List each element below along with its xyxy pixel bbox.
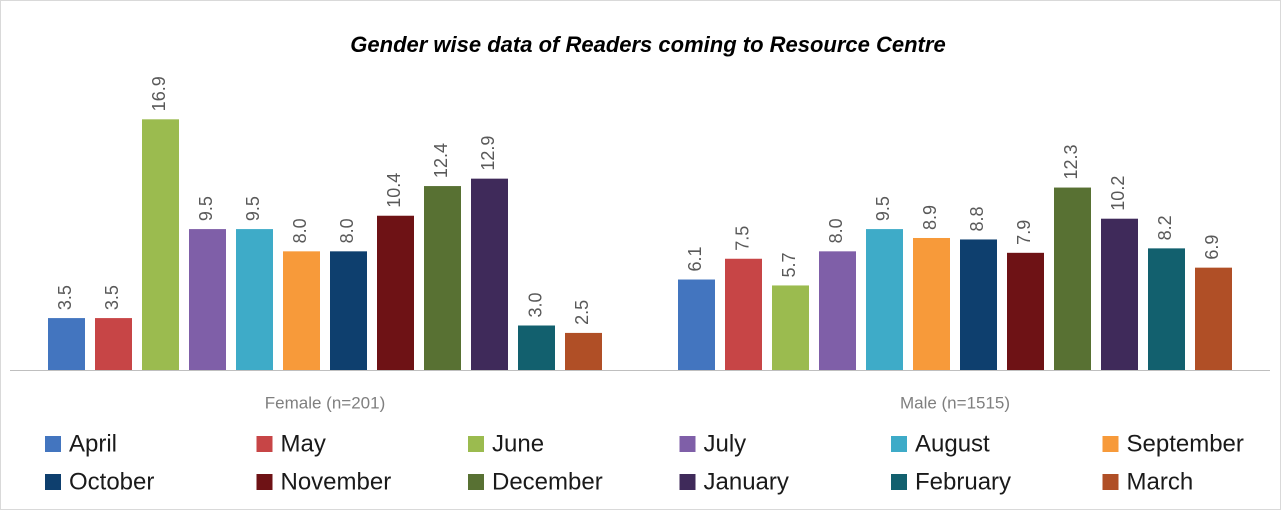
bar — [377, 215, 414, 370]
bar — [678, 279, 715, 370]
data-label: 10.2 — [1108, 176, 1128, 211]
data-label: 3.0 — [525, 292, 545, 317]
data-label: 16.9 — [149, 76, 169, 111]
legend-label: November — [281, 468, 392, 495]
bar — [819, 251, 856, 370]
data-label: 8.9 — [920, 205, 940, 230]
legend-swatch — [679, 436, 696, 452]
legend-label: May — [281, 430, 326, 457]
data-label: 9.5 — [873, 196, 893, 221]
bar — [1101, 218, 1138, 370]
legend-swatch — [256, 474, 273, 490]
data-label: 9.5 — [243, 196, 263, 221]
legend-label: October — [69, 468, 154, 495]
bar — [283, 251, 320, 370]
legend-label: June — [492, 430, 544, 457]
data-label: 3.5 — [55, 285, 75, 310]
data-label: 12.3 — [1061, 145, 1081, 180]
legend-swatch — [891, 436, 907, 452]
legend-swatch — [468, 474, 484, 490]
bar — [48, 318, 85, 370]
bar — [142, 119, 179, 370]
legend-swatch — [45, 474, 61, 490]
chart-title: Gender wise data of Readers coming to Re… — [350, 32, 945, 57]
legend-swatch — [1102, 474, 1119, 490]
bar — [1195, 267, 1232, 370]
bar — [866, 229, 903, 370]
legend-label: August — [915, 430, 990, 457]
data-label: 8.2 — [1155, 215, 1175, 240]
data-label: 7.5 — [732, 226, 752, 251]
legend-label: July — [704, 430, 747, 457]
bar — [189, 229, 226, 370]
data-label: 10.4 — [384, 173, 404, 208]
bar — [725, 258, 762, 370]
data-label: 2.5 — [572, 300, 592, 325]
bar — [1007, 252, 1044, 370]
legend-swatch — [45, 436, 61, 452]
data-label: 8.8 — [967, 206, 987, 231]
bar — [772, 285, 809, 370]
legend-label: September — [1127, 430, 1244, 457]
data-label: 5.7 — [779, 252, 799, 277]
data-label: 8.0 — [826, 218, 846, 243]
data-label: 6.1 — [685, 246, 705, 271]
legend-label: February — [915, 468, 1011, 495]
data-label: 8.0 — [290, 218, 310, 243]
data-label: 8.0 — [337, 218, 357, 243]
legend-swatch — [679, 474, 696, 490]
data-label: 9.5 — [196, 196, 216, 221]
x-tick-label: Male (n=1515) — [900, 393, 1010, 412]
legend-swatch — [468, 436, 484, 452]
legend-label: January — [704, 468, 789, 495]
bar — [471, 178, 508, 370]
bar — [518, 325, 555, 370]
bar — [95, 318, 132, 370]
bar — [236, 229, 273, 370]
legend-label: December — [492, 468, 603, 495]
legend-swatch — [891, 474, 907, 490]
data-label: 12.4 — [431, 143, 451, 178]
bar — [913, 237, 950, 370]
bar — [960, 239, 997, 370]
data-label: 6.9 — [1202, 235, 1222, 260]
legend-label: March — [1127, 468, 1194, 495]
bar — [565, 332, 602, 370]
legend-swatch — [256, 436, 273, 452]
data-label: 7.9 — [1014, 220, 1034, 245]
legend-swatch — [1102, 436, 1119, 452]
legend-label: April — [69, 430, 117, 457]
bar — [1148, 248, 1185, 370]
data-label: 12.9 — [478, 136, 498, 171]
x-tick-label: Female (n=201) — [265, 393, 385, 412]
bar — [330, 251, 367, 370]
data-label: 3.5 — [102, 285, 122, 310]
bar — [424, 186, 461, 370]
bar — [1054, 187, 1091, 370]
